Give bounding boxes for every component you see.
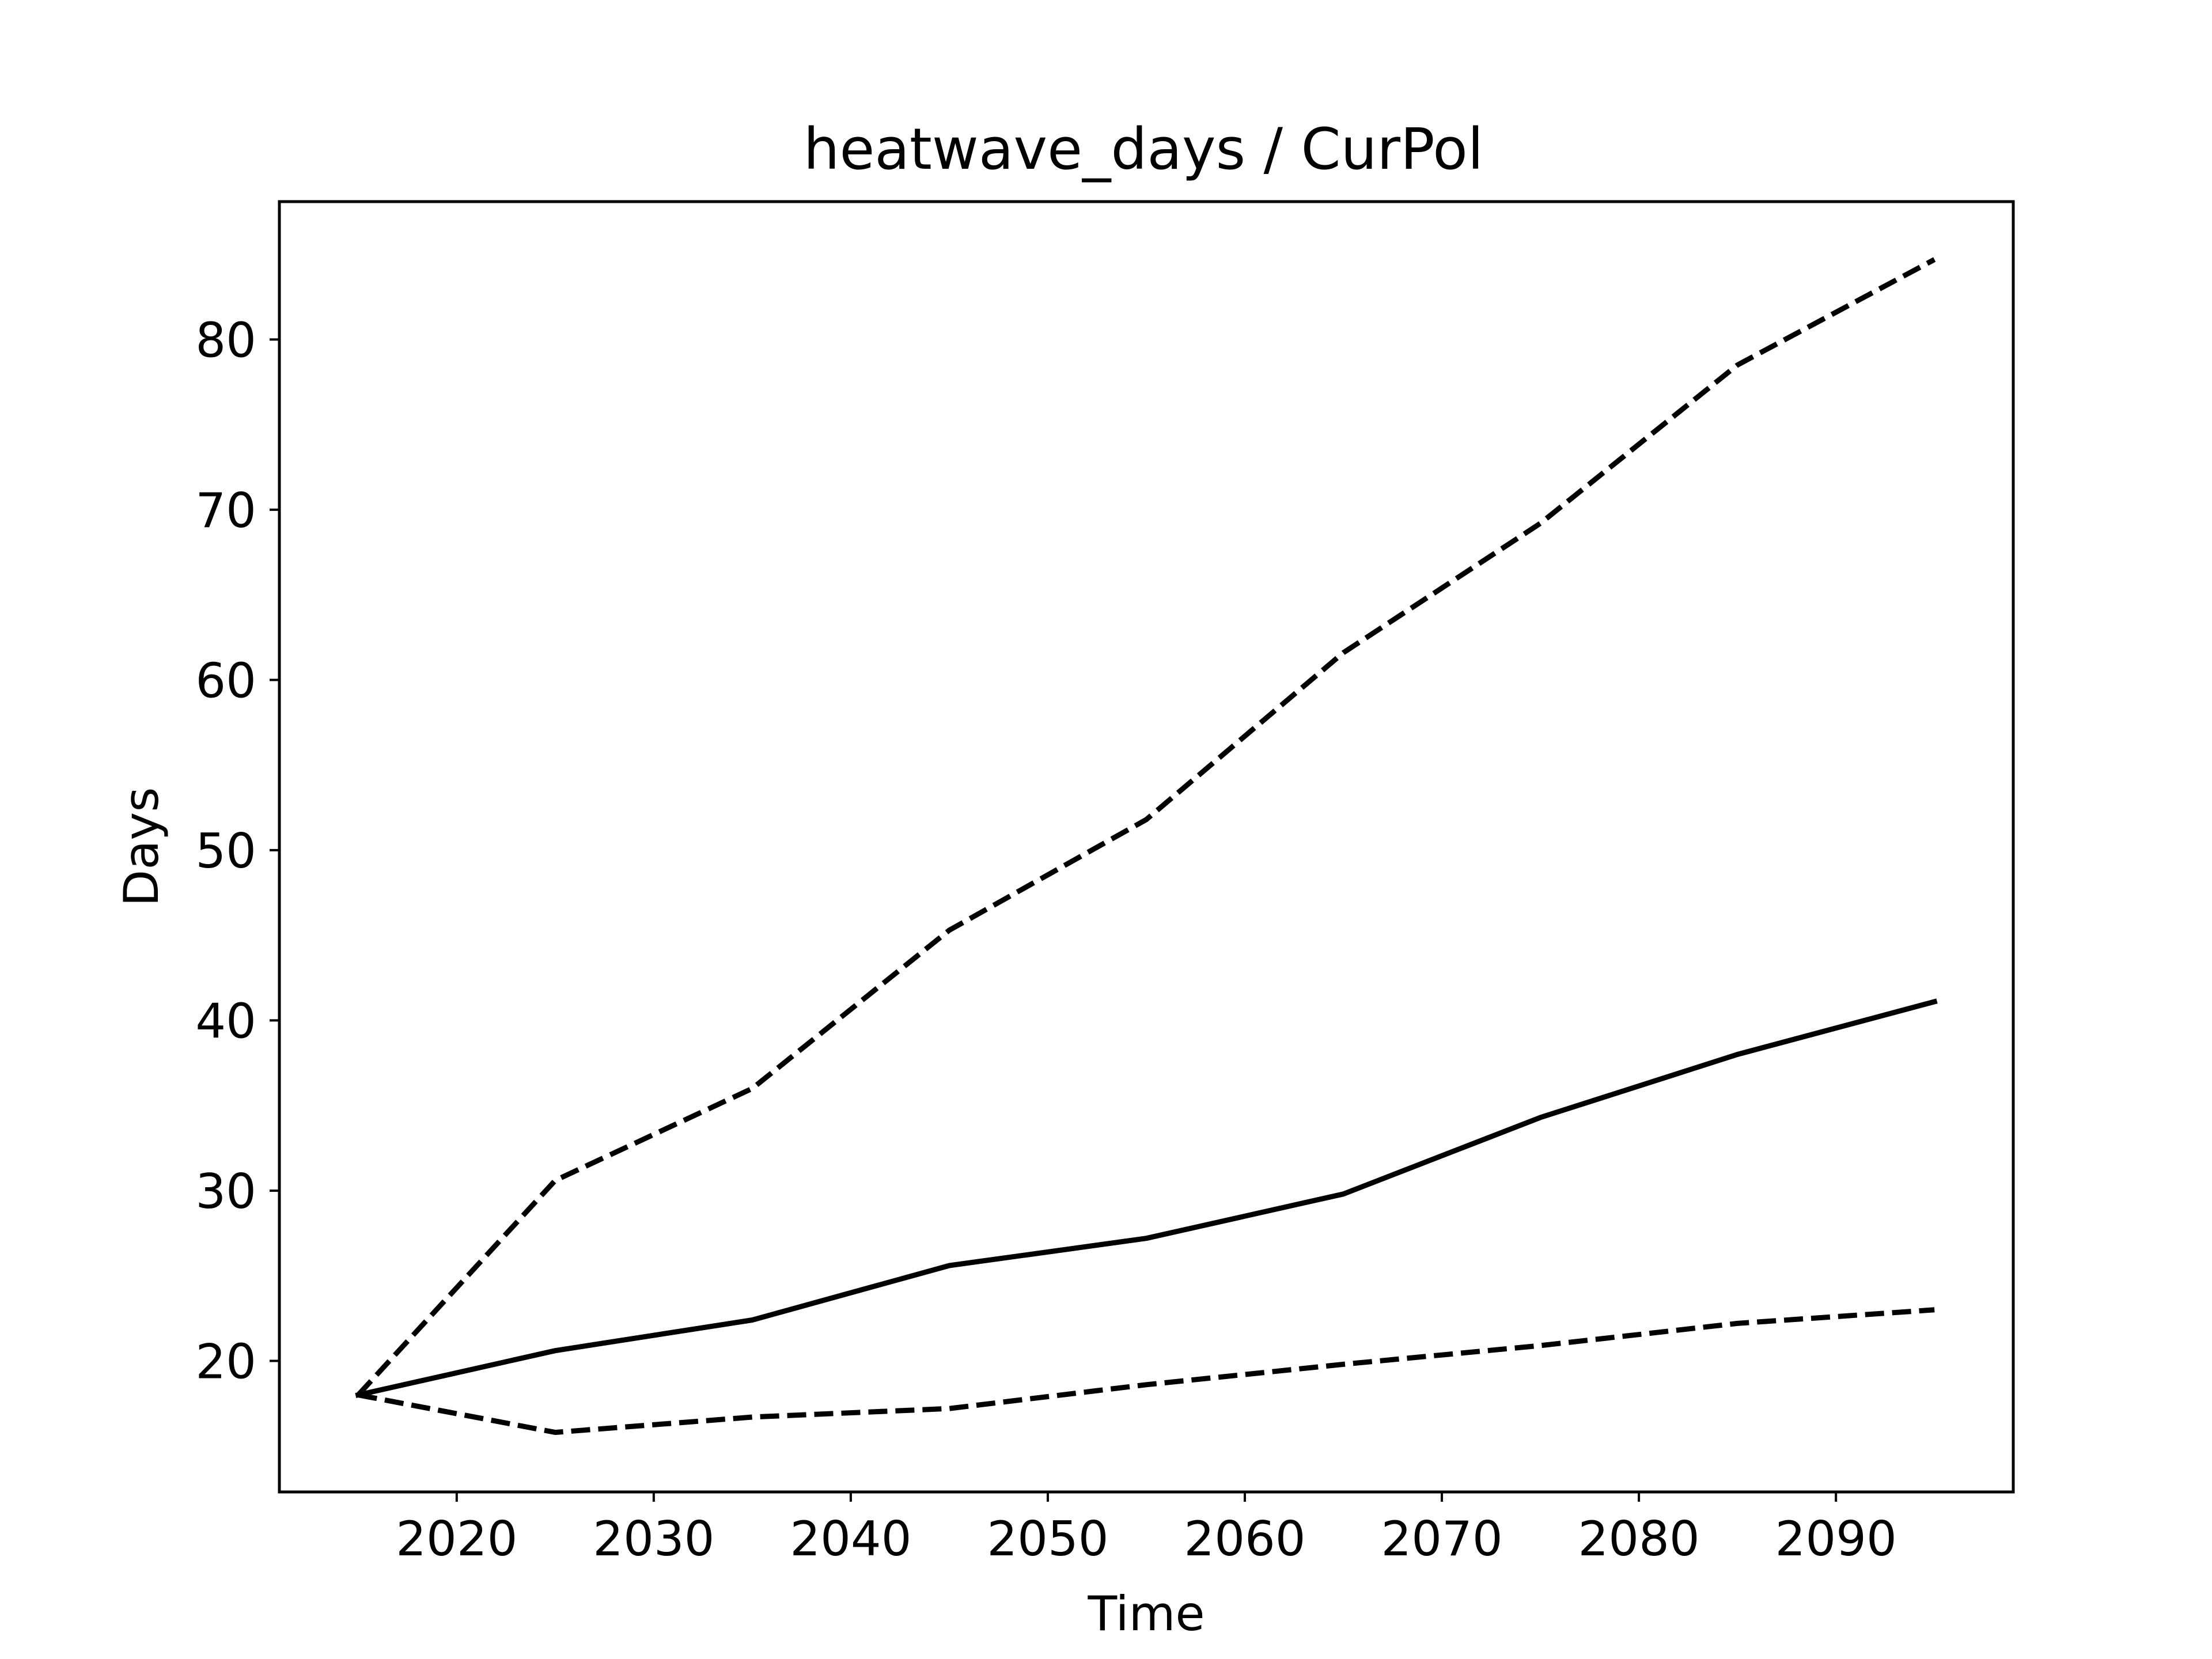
x-tick-label: 2070 <box>1381 1511 1502 1567</box>
y-axis-label: Days <box>113 787 169 906</box>
y-tick-label: 20 <box>195 1334 256 1389</box>
x-axis: 2020 2030 2040 2050 2060 2070 2080 2090 <box>396 1492 1897 1567</box>
x-tick-label: 2060 <box>1184 1511 1305 1567</box>
x-tick-label: 2080 <box>1578 1511 1699 1567</box>
x-tick-label: 2050 <box>987 1511 1108 1567</box>
y-tick-label: 50 <box>195 823 256 879</box>
x-tick-label: 2030 <box>593 1511 714 1567</box>
y-tick-label: 60 <box>195 653 256 709</box>
series-group <box>355 257 1938 1435</box>
series-line-1 <box>356 257 1936 1397</box>
y-tick-label: 30 <box>195 1164 256 1219</box>
chart-title: heatwave_days / CurPol <box>804 116 1484 183</box>
y-axis: 20 30 40 50 60 70 80 <box>195 312 279 1389</box>
series-line-2 <box>355 998 1938 1398</box>
series-line-3 <box>357 1307 1935 1435</box>
y-tick-label: 80 <box>195 312 256 368</box>
y-tick-label: 40 <box>195 993 256 1049</box>
x-tick-label: 2020 <box>396 1511 517 1567</box>
x-axis-label: Time <box>1087 1586 1205 1642</box>
plot-frame <box>278 200 2015 1494</box>
x-tick-label: 2090 <box>1775 1511 1897 1567</box>
x-tick-label: 2040 <box>790 1511 911 1567</box>
y-tick-label: 70 <box>195 483 256 539</box>
